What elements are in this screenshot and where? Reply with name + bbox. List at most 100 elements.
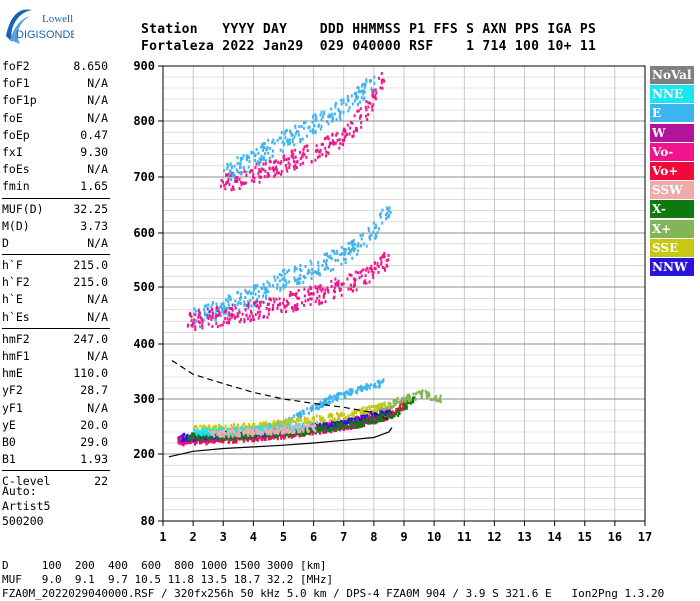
echo-point xyxy=(203,308,206,312)
echo-point xyxy=(319,404,322,408)
echo-point xyxy=(209,314,212,318)
echo-point xyxy=(351,243,354,247)
echo-point xyxy=(312,116,315,120)
echo-point xyxy=(192,438,195,442)
echo-point xyxy=(346,390,349,394)
param-name: foF1p xyxy=(2,93,37,108)
echo-point xyxy=(352,277,355,281)
echo-point xyxy=(268,430,271,434)
echo-point xyxy=(330,429,333,433)
echo-point xyxy=(301,427,304,431)
legend-item-x: X- xyxy=(650,200,694,219)
chart-profile xyxy=(168,359,393,458)
echo-point xyxy=(418,390,420,394)
echo-point xyxy=(373,75,376,79)
echo-point xyxy=(295,278,298,282)
echo-point xyxy=(299,430,302,434)
param-name: foE xyxy=(2,110,23,125)
echo-point xyxy=(400,401,403,405)
echo-point xyxy=(237,300,240,304)
echo-point xyxy=(250,304,253,308)
echo-point xyxy=(374,382,377,386)
echo-point xyxy=(353,99,356,103)
echo-point xyxy=(276,425,279,429)
param-value: 32.25 xyxy=(73,201,108,216)
echo-point xyxy=(230,432,233,436)
echo-point xyxy=(316,288,319,292)
echo-point xyxy=(327,429,330,433)
echo-point xyxy=(239,292,242,296)
echo-point xyxy=(365,80,368,84)
echo-point xyxy=(327,288,329,292)
echo-point xyxy=(344,424,347,428)
echo-point xyxy=(342,111,345,114)
echo-point xyxy=(426,393,429,397)
echo-point xyxy=(320,424,323,428)
echo-point xyxy=(294,163,297,167)
echo-point xyxy=(211,314,214,318)
echo-point xyxy=(228,427,231,431)
echo-point xyxy=(352,249,355,253)
echo-point xyxy=(273,300,276,304)
param-divider xyxy=(2,470,110,472)
echo-point xyxy=(318,154,321,158)
echo-point xyxy=(382,414,385,418)
echo-point xyxy=(296,282,299,285)
echo-point xyxy=(312,114,315,118)
echo-point xyxy=(289,141,291,145)
echo-point xyxy=(259,301,262,305)
echo-point xyxy=(356,109,359,113)
echo-point xyxy=(225,321,228,325)
param-row: foEp 0.47 xyxy=(2,127,108,144)
echo-point xyxy=(259,160,262,164)
y-tick-label: 400 xyxy=(133,337,155,351)
echo-point xyxy=(326,425,329,429)
echo-point xyxy=(237,423,239,427)
echo-point xyxy=(278,136,281,140)
echo-point xyxy=(207,322,210,326)
echo-point xyxy=(295,160,298,164)
echo-point xyxy=(239,426,242,430)
echo-point xyxy=(374,416,377,420)
echo-point xyxy=(314,300,317,304)
echo-point xyxy=(245,154,248,158)
echo-point xyxy=(372,415,374,419)
echo-point xyxy=(312,292,315,296)
echo-point xyxy=(285,166,288,170)
echo-point xyxy=(297,133,300,137)
echo-point xyxy=(295,267,298,271)
echo-point xyxy=(253,423,256,426)
param-row: B1 1.93 xyxy=(2,451,108,468)
echo-point xyxy=(216,305,218,309)
echo-point xyxy=(381,402,384,406)
echo-point xyxy=(345,248,348,252)
echo-point xyxy=(256,310,259,314)
param-name: h`F2 xyxy=(2,275,30,290)
echo-point xyxy=(262,142,265,146)
echo-point xyxy=(231,308,234,312)
echo-point xyxy=(227,435,230,439)
echo-point xyxy=(273,174,276,178)
echo-point xyxy=(216,325,219,329)
echo-point xyxy=(359,385,361,389)
echo-point xyxy=(279,288,282,292)
echo-point xyxy=(183,438,185,442)
echo-point xyxy=(277,424,280,428)
echo-point xyxy=(347,426,350,430)
legend-item-vo: Vo+ xyxy=(650,161,694,180)
echo-point xyxy=(335,118,338,121)
echo-point xyxy=(262,294,265,298)
echo-point xyxy=(196,427,199,431)
echo-point xyxy=(275,430,277,433)
echo-point xyxy=(307,431,310,435)
echo-point xyxy=(377,76,380,80)
echo-point xyxy=(385,217,387,221)
echo-point xyxy=(310,272,313,276)
echo-point xyxy=(318,272,321,275)
echo-point xyxy=(271,284,274,288)
x-tick-label: 15 xyxy=(578,530,592,544)
echo-point xyxy=(315,144,318,148)
echo-point xyxy=(283,276,286,280)
echo-point xyxy=(247,291,250,295)
echo-point xyxy=(308,292,311,296)
